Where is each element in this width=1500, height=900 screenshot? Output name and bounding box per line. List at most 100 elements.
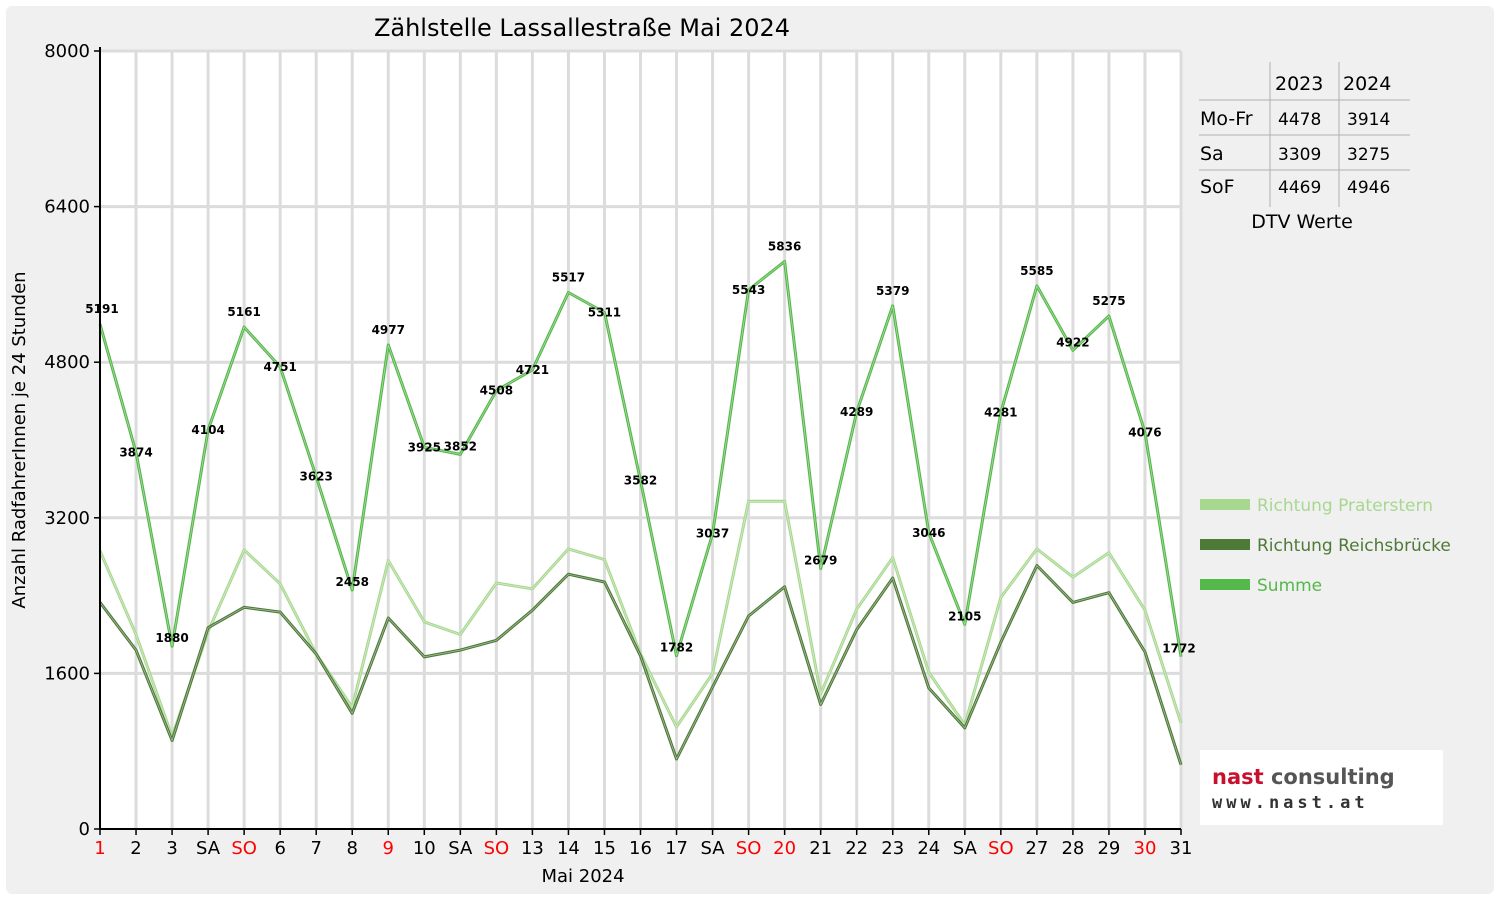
- dtv-cell: 4469: [1278, 178, 1321, 198]
- x-tick-label: SA: [953, 838, 978, 859]
- legend-label: Richtung Reichsbrücke: [1257, 536, 1451, 556]
- x-tick-label: 13: [521, 838, 544, 859]
- data-label: 5585: [1020, 264, 1053, 278]
- data-label: 4289: [840, 405, 873, 419]
- dtv-row-label: Sa: [1200, 143, 1224, 165]
- legend-swatch: [1200, 579, 1250, 590]
- data-label: 4751: [263, 360, 296, 374]
- data-label: 4922: [1056, 335, 1089, 349]
- data-label: 4076: [1128, 426, 1161, 440]
- x-tick-label: 22: [845, 838, 868, 859]
- x-tick-label: 3: [166, 838, 177, 859]
- data-label: 3046: [912, 526, 945, 540]
- x-tick-label: 7: [310, 838, 321, 859]
- x-tick-label: 15: [593, 838, 616, 859]
- data-label: 1772: [1162, 642, 1195, 656]
- data-label: 1880: [155, 631, 188, 645]
- dtv-caption: DTV Werte: [1251, 211, 1353, 233]
- data-label: 4281: [984, 406, 1017, 420]
- x-tick-label: SA: [448, 838, 473, 859]
- data-label: 2458: [336, 575, 369, 589]
- grid: [100, 49, 1183, 829]
- x-tick-label: 17: [665, 838, 688, 859]
- y-tick-label: 8000: [44, 41, 90, 62]
- x-tick-label: SA: [196, 838, 221, 859]
- y-tick-label: 6400: [44, 197, 90, 218]
- dtv-table: 2023 2024 Mo-Fr 4478 3914 Sa 3309 3275 S…: [1199, 62, 1410, 233]
- data-label: 1782: [660, 641, 693, 655]
- x-tick-label: 6: [274, 838, 285, 859]
- dtv-cell: 4478: [1278, 110, 1321, 130]
- dtv-row-label: SoF: [1200, 176, 1235, 198]
- data-label: 3874: [119, 445, 152, 459]
- series-line-highlight-2: [99, 564, 1182, 765]
- x-tick-label: 31: [1170, 838, 1193, 859]
- data-labels: 5191 3874 1880 4104 5161 4751 3623 2458 4977 3925…: [85, 239, 1195, 655]
- logo-background: [1200, 750, 1443, 825]
- y-tick-label: 4800: [44, 352, 90, 373]
- y-tick-label: 0: [79, 819, 90, 840]
- logo-word-consulting: consulting: [1264, 765, 1395, 789]
- series-line-highlight-3: [99, 260, 1182, 657]
- series-layer: [98, 259, 1183, 766]
- data-label: 4721: [516, 363, 549, 377]
- dtv-header-2024: 2024: [1343, 73, 1391, 95]
- x-tick-label: 8: [347, 838, 358, 859]
- legend-label: Summe: [1257, 576, 1322, 596]
- y-tick-label: 1600: [44, 663, 90, 684]
- data-label: 5275: [1092, 294, 1125, 308]
- x-tick-label: 21: [809, 838, 832, 859]
- x-tick-label: 29: [1097, 838, 1120, 859]
- x-tick-label: 27: [1025, 838, 1048, 859]
- x-tick-label: SO: [988, 838, 1014, 859]
- data-label: 3852: [444, 439, 477, 453]
- logo-word-nast: nast: [1212, 765, 1264, 789]
- x-tick-label: 2: [130, 838, 141, 859]
- x-tick-label: 30: [1134, 838, 1157, 859]
- y-tick-label: 3200: [44, 508, 90, 529]
- chart-title: Zählstelle Lassallestraße Mai 2024: [374, 14, 790, 42]
- data-label: 5191: [85, 302, 118, 316]
- data-label: 5161: [227, 305, 260, 319]
- legend-label: Richtung Praterstern: [1257, 496, 1433, 516]
- x-tick-label: 16: [629, 838, 652, 859]
- x-tick-label: 20: [773, 838, 796, 859]
- x-tick-label: SO: [484, 838, 510, 859]
- data-label: 4104: [191, 423, 224, 437]
- data-label: 5379: [876, 284, 909, 298]
- x-tick-label: 10: [413, 838, 436, 859]
- dtv-header-2023: 2023: [1275, 73, 1323, 95]
- data-label: 4977: [372, 323, 405, 337]
- data-label: 3623: [299, 470, 332, 484]
- x-tick-label: SO: [231, 838, 257, 859]
- data-label: 5311: [588, 306, 621, 320]
- logo-url: www.nast.at: [1212, 793, 1369, 813]
- legend-swatch: [1200, 539, 1250, 550]
- x-tick-label: SA: [701, 838, 726, 859]
- data-label: 5836: [768, 239, 801, 253]
- dtv-cell: 3275: [1347, 145, 1390, 165]
- x-tick-label: 23: [881, 838, 904, 859]
- legend: Richtung Praterstern Richtung Reichsbrück…: [1200, 496, 1451, 596]
- data-label: 3582: [624, 474, 657, 488]
- x-tick-label: SO: [736, 838, 762, 859]
- dtv-cell: 3309: [1278, 145, 1321, 165]
- x-tick-label: 1: [94, 838, 105, 859]
- x-tick-label: 28: [1061, 838, 1084, 859]
- dtv-row-label: Mo-Fr: [1200, 108, 1253, 130]
- y-axis-title: Anzahl RadfahrerInnen je 24 Stunden: [9, 271, 30, 608]
- legend-swatch: [1200, 499, 1250, 510]
- data-label: 3037: [696, 527, 729, 541]
- x-tick-label: 24: [917, 838, 940, 859]
- data-label: 5517: [552, 270, 585, 284]
- nast-consulting-logo: nast consulting www.nast.at: [1200, 750, 1443, 825]
- data-label: 2679: [804, 553, 837, 567]
- dtv-cell: 3914: [1347, 110, 1390, 130]
- data-label: 2105: [948, 609, 981, 623]
- data-label: 5543: [732, 283, 765, 297]
- data-label: 3925: [408, 440, 441, 454]
- logo-text: nast consulting: [1212, 765, 1395, 789]
- data-label: 4508: [480, 384, 513, 398]
